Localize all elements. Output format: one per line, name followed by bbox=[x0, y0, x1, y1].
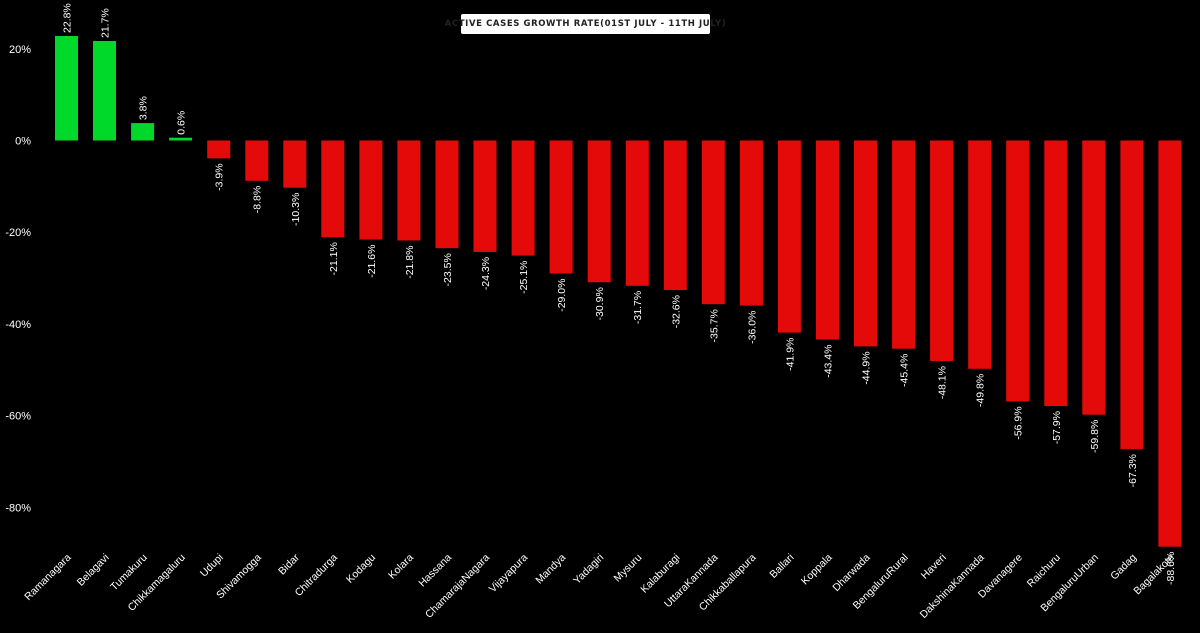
bar bbox=[1006, 140, 1030, 402]
data-label: -88.6% bbox=[1165, 552, 1177, 585]
x-tick-label: ChamarajaNagara bbox=[423, 552, 492, 621]
data-label: -45.4% bbox=[899, 354, 911, 387]
data-label: -24.3% bbox=[480, 257, 492, 290]
bar bbox=[55, 36, 78, 141]
data-label: -41.9% bbox=[784, 338, 796, 371]
data-label: -43.4% bbox=[823, 345, 835, 378]
x-tick-label: Mysuru bbox=[612, 552, 645, 585]
bar bbox=[968, 140, 992, 369]
bar bbox=[321, 140, 345, 238]
bar bbox=[511, 140, 535, 256]
data-label: -10.3% bbox=[290, 193, 302, 226]
bar bbox=[131, 123, 155, 141]
x-tick-label: Vijayapura bbox=[487, 552, 531, 596]
data-label: -3.9% bbox=[214, 163, 226, 190]
y-tick-label: -20% bbox=[5, 227, 31, 239]
bar bbox=[701, 140, 725, 305]
bar bbox=[359, 140, 383, 240]
data-label: -49.8% bbox=[975, 374, 987, 407]
y-tick-label: -80% bbox=[5, 502, 31, 514]
data-label: -29.0% bbox=[556, 279, 568, 312]
bar bbox=[397, 140, 421, 241]
bar bbox=[169, 137, 193, 141]
data-label: 3.8% bbox=[138, 96, 150, 120]
x-tick-label: Koppala bbox=[799, 552, 835, 588]
bar bbox=[207, 140, 231, 159]
data-label: 0.6% bbox=[176, 111, 188, 135]
bar bbox=[892, 140, 916, 349]
data-label: -21.8% bbox=[404, 246, 416, 279]
data-label: -36.0% bbox=[746, 311, 758, 344]
data-label: -67.3% bbox=[1127, 454, 1139, 487]
y-tick-label: 20% bbox=[9, 44, 31, 56]
chart-title-box: ACTIVE CASES GROWTH RATE(01ST JULY - 11T… bbox=[445, 14, 726, 34]
x-tick-label: Udupi bbox=[198, 552, 226, 580]
bar bbox=[739, 140, 763, 306]
data-label: 21.7% bbox=[100, 8, 112, 38]
x-tick-label: Kodagu bbox=[344, 552, 378, 586]
x-tick-label: Hassana bbox=[416, 552, 454, 590]
bar bbox=[587, 140, 611, 283]
y-tick-label: -60% bbox=[5, 411, 31, 423]
data-label: -21.1% bbox=[328, 242, 340, 275]
x-tick-label: Ballari bbox=[767, 552, 796, 581]
bar bbox=[1158, 140, 1182, 547]
x-tick-label: Haveri bbox=[919, 552, 949, 582]
bar bbox=[1120, 140, 1144, 450]
x-axis: Ramanagara BelagaviTumakuruChikkamagaluru… bbox=[22, 551, 1177, 621]
bars bbox=[55, 36, 1182, 547]
y-tick-label: 0% bbox=[15, 136, 31, 148]
x-tick-label: Bidar bbox=[276, 551, 302, 577]
data-label: -23.5% bbox=[442, 253, 454, 286]
data-label: -57.9% bbox=[1051, 411, 1063, 444]
bar bbox=[854, 140, 877, 347]
data-label: -21.6% bbox=[366, 245, 378, 278]
data-label: -35.7% bbox=[708, 309, 720, 342]
bar bbox=[663, 140, 687, 290]
bar bbox=[549, 140, 573, 274]
x-tick-label: Mandya bbox=[533, 552, 568, 587]
data-label: -25.1% bbox=[518, 261, 530, 294]
x-tick-label: Kolara bbox=[386, 552, 416, 582]
bar bbox=[1044, 140, 1068, 406]
chart-title: ACTIVE CASES GROWTH RATE(01ST JULY - 11T… bbox=[444, 19, 727, 29]
data-label: -8.8% bbox=[252, 186, 264, 213]
data-label: -59.8% bbox=[1089, 420, 1101, 453]
x-tick-label: Yadagiri bbox=[571, 552, 606, 587]
y-axis: 20% 0% -20% -40% -60% -80% bbox=[5, 44, 31, 514]
bar bbox=[93, 41, 116, 141]
x-tick-label: Ramanagara bbox=[22, 552, 74, 604]
bar bbox=[816, 140, 839, 340]
bar bbox=[245, 140, 269, 181]
x-tick-label: Gadag bbox=[1108, 552, 1139, 583]
bar bbox=[930, 140, 954, 361]
data-label: -56.9% bbox=[1013, 406, 1025, 439]
x-tick-label: Belagavi bbox=[75, 552, 112, 589]
data-label: 22.8% bbox=[62, 3, 74, 33]
bar bbox=[625, 140, 649, 286]
bar bbox=[1082, 140, 1106, 415]
data-label: -31.7% bbox=[632, 291, 644, 324]
x-tick-label: DakshinaKannada bbox=[918, 552, 987, 621]
bar bbox=[435, 140, 459, 249]
data-label: -32.6% bbox=[670, 295, 682, 328]
data-label: -48.1% bbox=[937, 366, 949, 399]
y-tick-label: -40% bbox=[5, 319, 31, 331]
bar bbox=[777, 140, 801, 333]
bar bbox=[283, 140, 307, 188]
bar bbox=[473, 140, 497, 252]
data-label: -30.9% bbox=[594, 287, 606, 320]
data-label: -44.9% bbox=[861, 351, 873, 384]
value-labels: 22.8% 21.7% 3.8% 0.6% -3.9% -8.8% -10.3% -21.1%… bbox=[62, 3, 1177, 585]
x-tick-label: Raichuru bbox=[1025, 552, 1063, 590]
